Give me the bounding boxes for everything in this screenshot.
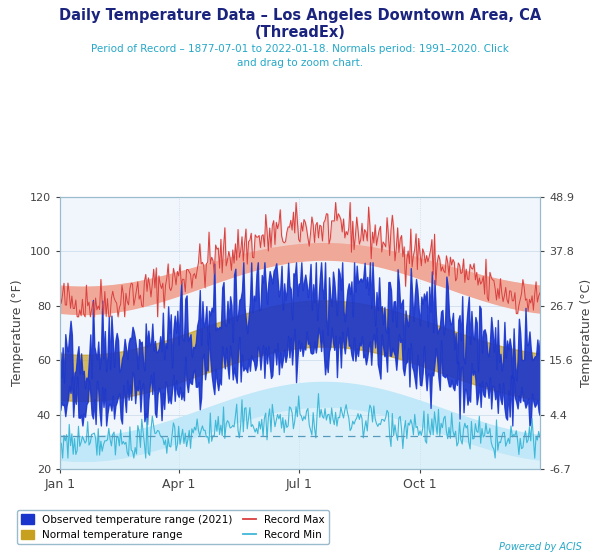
Text: Period of Record – 1877-07-01 to 2022-01-18. Normals period: 1991–2020. Click
an: Period of Record – 1877-07-01 to 2022-01… [91, 44, 509, 68]
Y-axis label: Temperature (°C): Temperature (°C) [580, 279, 593, 387]
Y-axis label: Temperature (°F): Temperature (°F) [11, 280, 24, 386]
Text: Daily Temperature Data – Los Angeles Downtown Area, CA: Daily Temperature Data – Los Angeles Dow… [59, 8, 541, 23]
Legend: Observed temperature range (2021), Normal temperature range, Record Max, Record : Observed temperature range (2021), Norma… [17, 510, 329, 544]
Text: Powered by ACIS: Powered by ACIS [499, 542, 582, 552]
Text: (ThreadEx): (ThreadEx) [254, 25, 346, 40]
